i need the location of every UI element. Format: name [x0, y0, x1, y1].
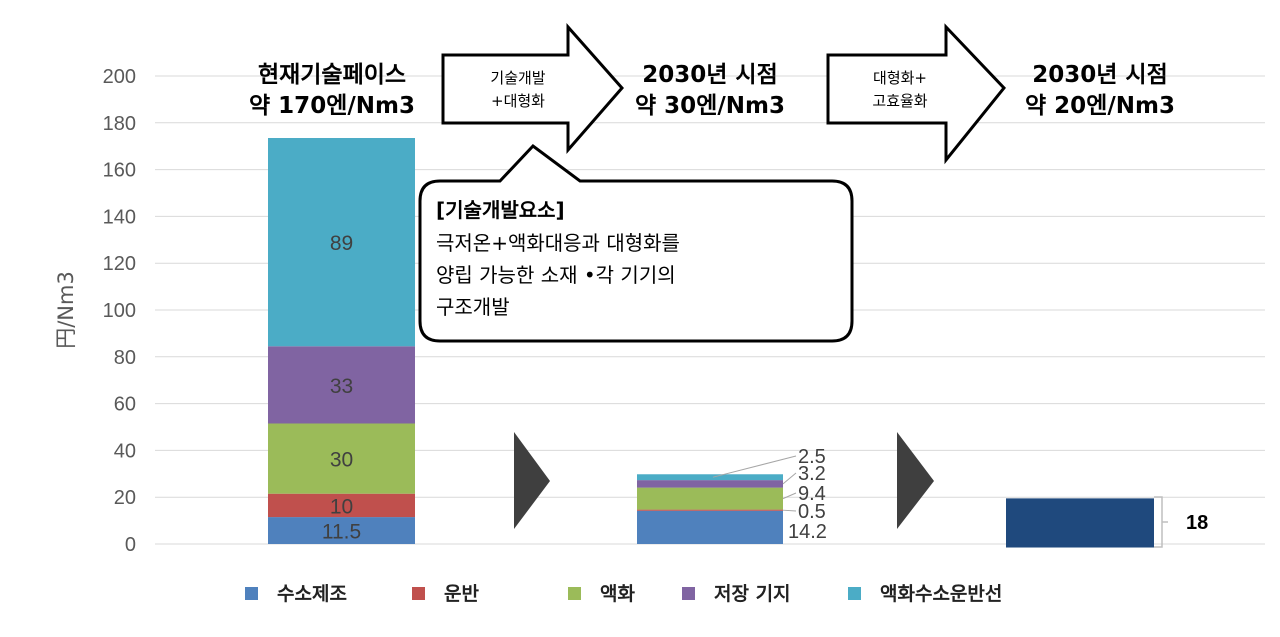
- bar-1-segment-2: [268, 493, 415, 518]
- y-tick-60: 60: [114, 394, 136, 416]
- legend-label-1: 수소제조: [277, 583, 347, 605]
- bar-2-label-3: 9.4: [798, 483, 826, 505]
- bar-2-label-2: 0.5: [798, 501, 826, 523]
- bar-1-label-4: 33: [330, 375, 353, 398]
- bar-2-segment-3: [637, 487, 783, 510]
- arrow-tech-development: 기술개발 +대형화: [441, 23, 624, 155]
- legend-swatch-1: [245, 587, 258, 600]
- y-axis-label: 円/Nm3: [54, 271, 78, 349]
- transition-marker-2: [897, 432, 934, 529]
- bar-2-leader-4: [782, 472, 797, 485]
- bar-2-leader-5: [712, 455, 797, 478]
- bar-3-total: [1006, 498, 1154, 548]
- callout-tech-elements: [기술개발요소] 극저온+액화대응과 대형화를 양립 가능한 소재 •각 기기의…: [418, 143, 854, 343]
- data-labels: 11.5 10 30 33 89 14.20.59.43.22.5: [322, 232, 827, 543]
- y-tick-200: 200: [103, 66, 136, 88]
- bar-1-label-5: 89: [330, 232, 353, 255]
- stage-3-price: 약 20엔/Nm3: [1025, 93, 1175, 119]
- legend-swatch-5: [848, 587, 861, 600]
- bar-2-segment-2: [637, 509, 783, 511]
- callout-line-2: 양립 가능한 소재 •각 기기의: [436, 263, 676, 287]
- y-axis-ticks: 0 20 40 60 80 100 120 140 160 180 200: [103, 66, 136, 556]
- stage-headings: 현재기술페이스 약 170엔/Nm3 2030년 시점 약 30엔/Nm3 20…: [249, 62, 1175, 119]
- stage-1-title: 현재기술페이스: [258, 62, 406, 88]
- arrow-2-line2: 고효율화: [872, 92, 927, 110]
- y-tick-100: 100: [103, 300, 136, 322]
- callout-bubble: [418, 143, 854, 343]
- y-tick-180: 180: [103, 113, 136, 135]
- stage-2-title: 2030년 시점: [642, 62, 778, 88]
- legend-swatch-2: [412, 587, 425, 600]
- y-tick-120: 120: [103, 253, 136, 275]
- total-value-label: 18: [1186, 512, 1208, 534]
- arrow-shape-2: [826, 23, 1006, 165]
- bar-2-label-4: 3.2: [798, 463, 826, 485]
- callout-line-3: 구조개발: [436, 295, 510, 319]
- y-tick-80: 80: [114, 347, 136, 369]
- callout-title: [기술개발요소]: [436, 198, 565, 222]
- legend-label-2: 운반: [444, 583, 479, 605]
- transition-marker-1: [514, 432, 550, 529]
- bar-1-segment-5: [268, 138, 415, 347]
- legend-label-5: 액화수소운반선: [880, 583, 1002, 605]
- stage-1-price: 약 170엔/Nm3: [249, 93, 415, 119]
- arrow-1-line1: 기술개발: [490, 69, 545, 87]
- bar-1-segment-3: [268, 423, 415, 494]
- bar-2-segment-5: [637, 474, 783, 481]
- y-tick-40: 40: [114, 440, 136, 462]
- bar-1-segment-4: [268, 346, 415, 424]
- bar-1-segment-1: [268, 517, 415, 544]
- callout-line-1: 극저온+액화대응과 대형화를: [436, 231, 680, 255]
- bar-2-leader-2: [782, 509, 797, 512]
- bar-1-label-1: 11.5: [322, 521, 361, 544]
- arrow-2-line1: 대형화+: [873, 69, 927, 87]
- y-tick-20: 20: [114, 487, 136, 509]
- y-tick-160: 160: [103, 160, 136, 182]
- arrow-shape-1: [441, 23, 624, 155]
- arrow-1-line2: +대형화: [491, 92, 545, 110]
- bar-2-segment-1: [637, 510, 783, 544]
- bars: [268, 138, 1154, 548]
- legend-swatch-4: [682, 587, 695, 600]
- bar-1-label-3: 30: [330, 449, 353, 472]
- bar-2-segment-4: [637, 480, 783, 488]
- legend-label-4: 저장 기지: [714, 583, 791, 605]
- bar-1-label-2: 10: [330, 495, 353, 518]
- legend-label-3: 액화: [600, 583, 635, 605]
- arrow-scale-efficiency: 대형화+ 고효율화: [826, 23, 1006, 165]
- y-tick-140: 140: [103, 206, 136, 228]
- stage-3-title: 2030년 시점: [1032, 62, 1168, 88]
- bar-2-label-1: 14.2: [788, 521, 827, 543]
- bar-2-label-5: 2.5: [798, 446, 826, 468]
- legend-swatch-3: [568, 587, 581, 600]
- bar-2-leader-3: [782, 492, 797, 500]
- y-tick-0: 0: [125, 534, 136, 556]
- total-bracket: [1154, 496, 1168, 548]
- stage-2-price: 약 30엔/Nm3: [635, 93, 785, 119]
- legend: 수소제조 운반 액화 저장 기지 액화수소운반선: [245, 583, 1002, 605]
